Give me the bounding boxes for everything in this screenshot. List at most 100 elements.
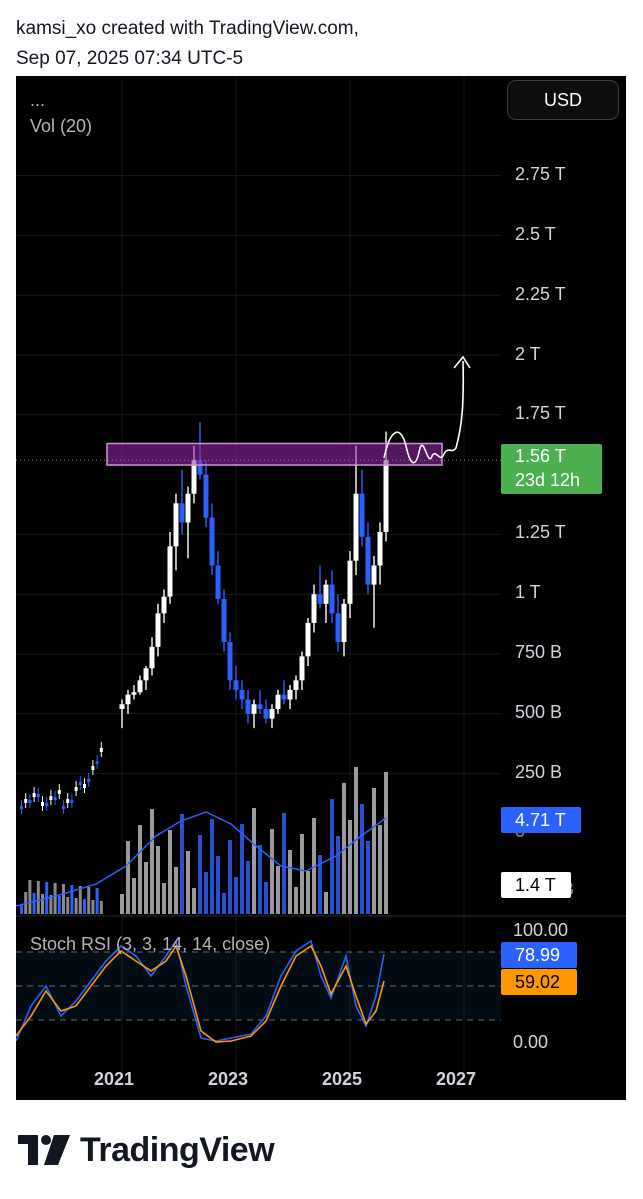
time-tick-2027: 2027: [436, 1069, 477, 1089]
volume-bar: [156, 846, 160, 914]
volume-bar: [324, 892, 328, 914]
volume-bar: [28, 880, 32, 914]
volume-bar: [62, 884, 65, 914]
volume-bar: [91, 900, 95, 914]
volume-bar: [330, 799, 334, 914]
volume-indicator-label[interactable]: Vol (20): [30, 116, 93, 136]
candle-body: [28, 800, 32, 803]
candle-body: [87, 779, 91, 782]
volume-bar: [41, 894, 44, 914]
volume-bar: [204, 872, 208, 914]
candle-body: [215, 565, 221, 599]
candle-body: [287, 689, 293, 700]
author-line: kamsi_xo created with TradingView.com,: [16, 18, 359, 39]
candle-body: [83, 784, 86, 788]
currency-button[interactable]: USD: [507, 80, 619, 120]
candle-body: [149, 646, 155, 669]
candle-body: [311, 594, 317, 623]
volume-bar: [174, 867, 178, 914]
volume-ma-line: [16, 811, 387, 907]
volume-bar: [378, 825, 382, 914]
candle-body: [299, 656, 305, 681]
candle-body: [227, 642, 233, 681]
volume-bar: [234, 877, 238, 914]
candle-body: [125, 694, 131, 705]
price-tick-250b: 250 B: [515, 762, 563, 782]
volume-bar: [49, 895, 53, 914]
candle-body: [317, 594, 323, 604]
volume-bar: [192, 888, 196, 914]
candle-body: [323, 584, 329, 604]
volume-bar: [336, 836, 340, 914]
volume-bar: [246, 861, 250, 914]
candle-body: [329, 584, 335, 614]
price-tick-1.75t: 1.75 T: [515, 403, 566, 423]
chart-header: kamsi_xo created with TradingView.com, S…: [16, 14, 359, 74]
chart-canvas[interactable]: [16, 76, 626, 1100]
volume-bar: [186, 851, 190, 914]
stoch-rsi-label[interactable]: Stoch RSI (3, 3, 14, 14, close): [30, 934, 271, 954]
bar-countdown: 23d 12h: [515, 470, 581, 490]
candle-body: [185, 493, 191, 523]
volume-bar: [95, 888, 99, 914]
candle-body: [371, 565, 377, 585]
candle-body: [293, 680, 299, 690]
price-tick-2.25t: 2.25 T: [515, 284, 566, 304]
indicator-menu-ellipsis[interactable]: ...: [30, 90, 46, 110]
stoch-k-line: [16, 938, 385, 1042]
candle-body: [353, 493, 359, 561]
volume-bar: [258, 845, 262, 914]
volume-bar: [198, 835, 202, 914]
price-tick-2.5t: 2.5 T: [515, 224, 556, 244]
volume-value-tag: 1.4 T: [501, 872, 571, 898]
candle-body: [197, 460, 203, 475]
volume-bar: [216, 856, 220, 914]
candle-body: [383, 460, 389, 533]
candle-body: [167, 546, 173, 597]
candle-body: [45, 803, 49, 806]
volume-bar: [318, 855, 322, 914]
tradingview-logo-icon: [18, 1135, 70, 1165]
volume-bar: [53, 883, 57, 914]
volume-bar: [66, 897, 70, 914]
candle-body: [377, 532, 383, 566]
volume-bar: [57, 896, 61, 914]
volume-bar: [312, 818, 316, 914]
time-tick-2021: 2021: [94, 1069, 135, 1089]
candle-body: [95, 761, 99, 764]
stoch-scale-bottom: 0.00: [513, 1032, 549, 1052]
chart-frame[interactable]: USD ... Vol (20) 2.75 T 2.5 T 2.25 T 2 T…: [16, 76, 626, 1100]
volume-bar: [150, 809, 154, 914]
candle-body: [359, 493, 365, 537]
volume-bar: [70, 885, 74, 914]
candle-body: [335, 613, 341, 643]
volume-bar: [168, 830, 172, 914]
volume-bar: [372, 788, 376, 914]
volume-bar: [78, 886, 82, 914]
volume-bar: [132, 878, 136, 914]
price-tick-1.25t: 1.25 T: [515, 522, 566, 542]
candle-body: [36, 794, 40, 797]
volume-bar: [276, 866, 280, 914]
volume-bar: [126, 841, 130, 914]
price-tick-2.75t: 2.75 T: [515, 164, 566, 184]
volume-bar: [138, 825, 142, 914]
candle-body: [41, 802, 44, 806]
candle-body: [245, 699, 251, 714]
volume-bar: [288, 850, 292, 914]
candle-body: [281, 694, 287, 700]
volume-bar: [264, 882, 268, 914]
volume-bar: [384, 772, 388, 914]
volume-bar: [252, 808, 256, 914]
candle-body: [191, 460, 197, 494]
volume-bar: [282, 813, 286, 914]
tradingview-logo[interactable]: TradingView: [18, 1128, 275, 1172]
candle-body: [203, 474, 209, 518]
volume-bar: [144, 862, 148, 914]
candle-body: [49, 796, 53, 800]
candle-body: [53, 797, 57, 800]
candle-body: [143, 668, 149, 681]
time-tick-2023: 2023: [208, 1069, 249, 1089]
volume-bar: [32, 893, 36, 914]
projection-path: [383, 360, 465, 464]
